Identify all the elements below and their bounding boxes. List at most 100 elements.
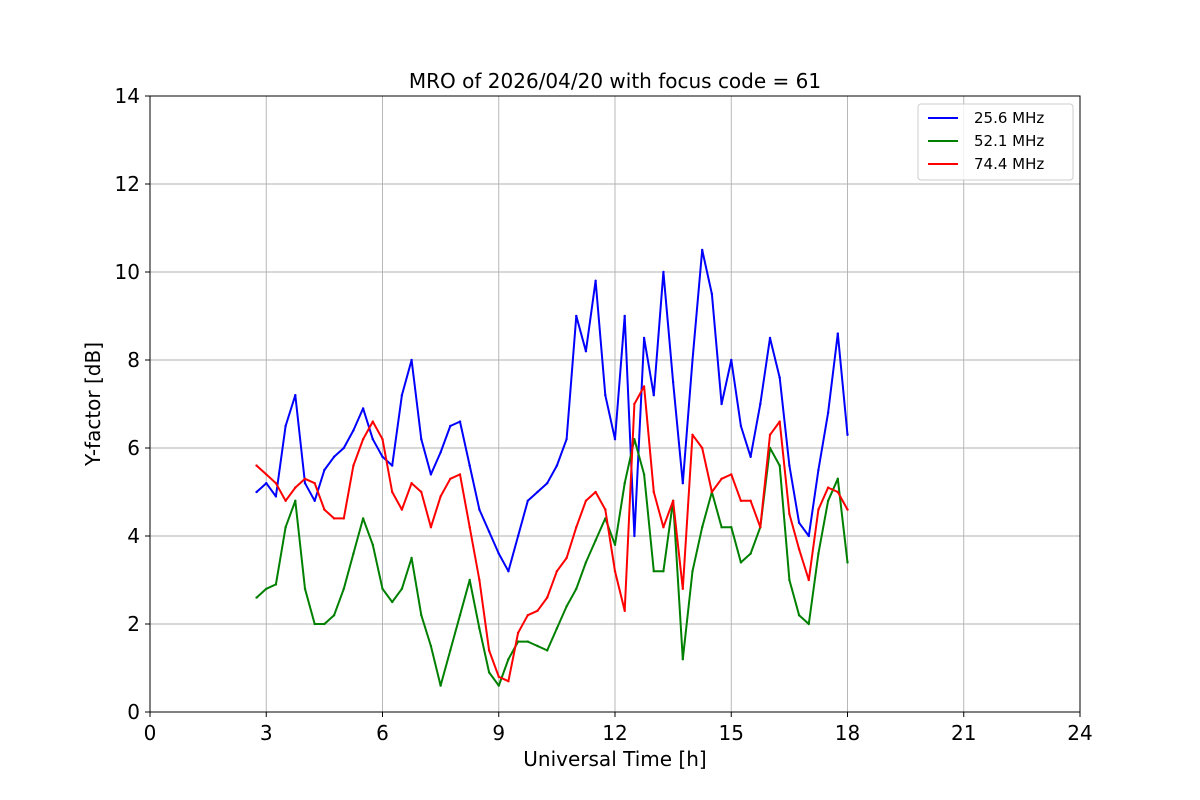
data-point	[536, 490, 539, 494]
data-point	[361, 438, 365, 441]
data-point	[759, 526, 762, 529]
data-point	[361, 407, 365, 410]
x-tick-label: 12	[602, 721, 627, 745]
x-tick-label: 3	[260, 721, 273, 745]
data-point	[642, 473, 646, 476]
data-point	[526, 499, 530, 502]
series-line-52-1-mhz	[255, 438, 849, 687]
data-point	[313, 482, 316, 485]
data-point	[284, 526, 287, 529]
data-point	[759, 402, 762, 406]
data-point	[652, 490, 655, 494]
data-point	[720, 402, 723, 406]
data-point	[584, 561, 588, 564]
data-point	[371, 543, 375, 546]
data-point	[332, 517, 336, 520]
data-point	[836, 490, 840, 494]
data-point	[352, 552, 355, 555]
data-point	[565, 605, 568, 608]
plot-area	[255, 248, 849, 687]
data-point	[797, 614, 801, 617]
data-point	[671, 380, 675, 384]
data-point	[487, 649, 491, 652]
data-point	[604, 508, 607, 511]
data-point	[633, 534, 636, 538]
data-point	[623, 314, 626, 318]
data-point	[545, 649, 549, 652]
data-point	[555, 464, 559, 467]
data-point	[478, 508, 481, 511]
data-point	[594, 490, 597, 494]
data-point	[516, 640, 520, 643]
data-point	[807, 622, 810, 626]
data-point	[342, 587, 345, 590]
data-point	[817, 468, 820, 472]
data-point	[749, 499, 752, 502]
data-point	[555, 570, 559, 573]
data-point	[681, 482, 685, 485]
data-point	[700, 526, 704, 529]
data-point	[826, 486, 830, 489]
data-point	[497, 675, 500, 678]
data-point	[400, 508, 404, 511]
data-point	[826, 499, 830, 502]
data-point	[788, 512, 791, 516]
data-point	[439, 451, 442, 454]
data-point	[381, 455, 384, 458]
data-point	[565, 556, 568, 560]
data-point	[303, 477, 307, 480]
data-point	[390, 490, 394, 494]
data-point	[836, 477, 840, 480]
data-point	[691, 358, 694, 362]
data-point	[507, 570, 510, 573]
data-point	[371, 420, 375, 423]
data-point	[420, 438, 423, 441]
data-point	[274, 482, 278, 485]
data-point	[662, 270, 665, 274]
data-point	[710, 490, 714, 494]
data-point	[420, 490, 423, 494]
data-point	[265, 482, 268, 485]
data-point	[410, 358, 413, 362]
data-point	[478, 578, 481, 582]
data-point	[594, 279, 597, 282]
data-point	[768, 336, 772, 340]
data-point	[700, 446, 704, 450]
data-point	[749, 552, 752, 555]
data-point	[516, 631, 520, 634]
data-point	[390, 464, 394, 467]
y-tick-label: 2	[127, 612, 140, 636]
data-point	[497, 552, 500, 555]
series-points	[255, 385, 849, 683]
data-point	[265, 587, 268, 590]
data-point	[255, 596, 258, 599]
data-point	[381, 438, 384, 441]
data-point	[555, 627, 559, 630]
data-point	[516, 534, 520, 538]
data-point	[662, 526, 665, 529]
data-point	[332, 614, 336, 617]
data-point	[507, 680, 510, 683]
data-point	[671, 499, 675, 502]
x-tick-label: 15	[719, 721, 744, 745]
data-point	[468, 464, 471, 467]
legend-label: 74.4 MHz	[974, 155, 1044, 173]
data-point	[817, 508, 820, 511]
data-point	[739, 499, 743, 502]
data-point	[536, 644, 539, 648]
data-point	[420, 614, 423, 617]
y-tick-label: 8	[127, 348, 140, 372]
data-point	[458, 614, 462, 617]
y-axis-label: Y-factor [dB]	[81, 342, 105, 467]
data-point	[400, 394, 404, 397]
data-point	[652, 394, 655, 397]
data-point	[807, 534, 810, 538]
data-point	[681, 587, 685, 590]
legend[interactable]: 25.6 MHz 52.1 MHz 74.4 MHz	[917, 103, 1074, 181]
series-line-25-6-mhz	[255, 249, 849, 573]
data-point	[846, 561, 849, 564]
data-point	[633, 402, 636, 406]
x-tick-label: 24	[1067, 721, 1092, 745]
data-point	[323, 508, 326, 511]
